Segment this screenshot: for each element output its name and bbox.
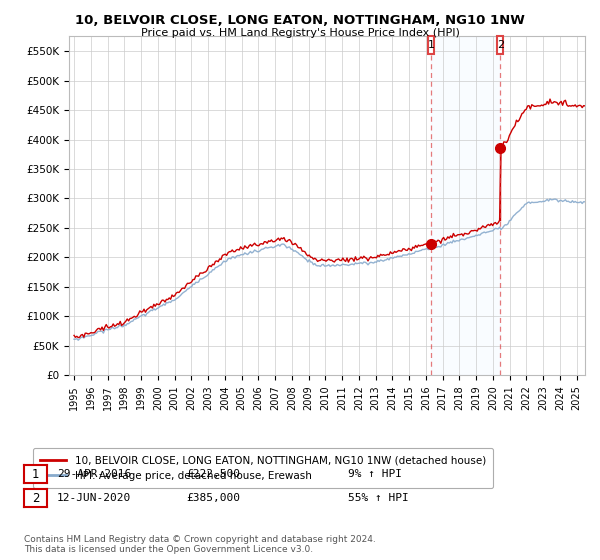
Text: 10, BELVOIR CLOSE, LONG EATON, NOTTINGHAM, NG10 1NW: 10, BELVOIR CLOSE, LONG EATON, NOTTINGHA… xyxy=(75,14,525,27)
Text: 2: 2 xyxy=(497,40,504,50)
Text: £385,000: £385,000 xyxy=(186,493,240,503)
Text: Price paid vs. HM Land Registry's House Price Index (HPI): Price paid vs. HM Land Registry's House … xyxy=(140,28,460,38)
Legend: 10, BELVOIR CLOSE, LONG EATON, NOTTINGHAM, NG10 1NW (detached house), HPI: Avera: 10, BELVOIR CLOSE, LONG EATON, NOTTINGHA… xyxy=(33,448,493,488)
Text: 1: 1 xyxy=(32,468,39,481)
Text: 12-JUN-2020: 12-JUN-2020 xyxy=(57,493,131,503)
Bar xyxy=(428,35,434,54)
Text: £222,500: £222,500 xyxy=(186,469,240,479)
Text: 2: 2 xyxy=(32,492,39,505)
Text: Contains HM Land Registry data © Crown copyright and database right 2024.
This d: Contains HM Land Registry data © Crown c… xyxy=(24,535,376,554)
Text: 55% ↑ HPI: 55% ↑ HPI xyxy=(348,493,409,503)
Text: 29-APR-2016: 29-APR-2016 xyxy=(57,469,131,479)
Bar xyxy=(431,36,500,375)
Text: 1: 1 xyxy=(428,40,435,50)
Text: 9% ↑ HPI: 9% ↑ HPI xyxy=(348,469,402,479)
Bar xyxy=(497,35,503,54)
